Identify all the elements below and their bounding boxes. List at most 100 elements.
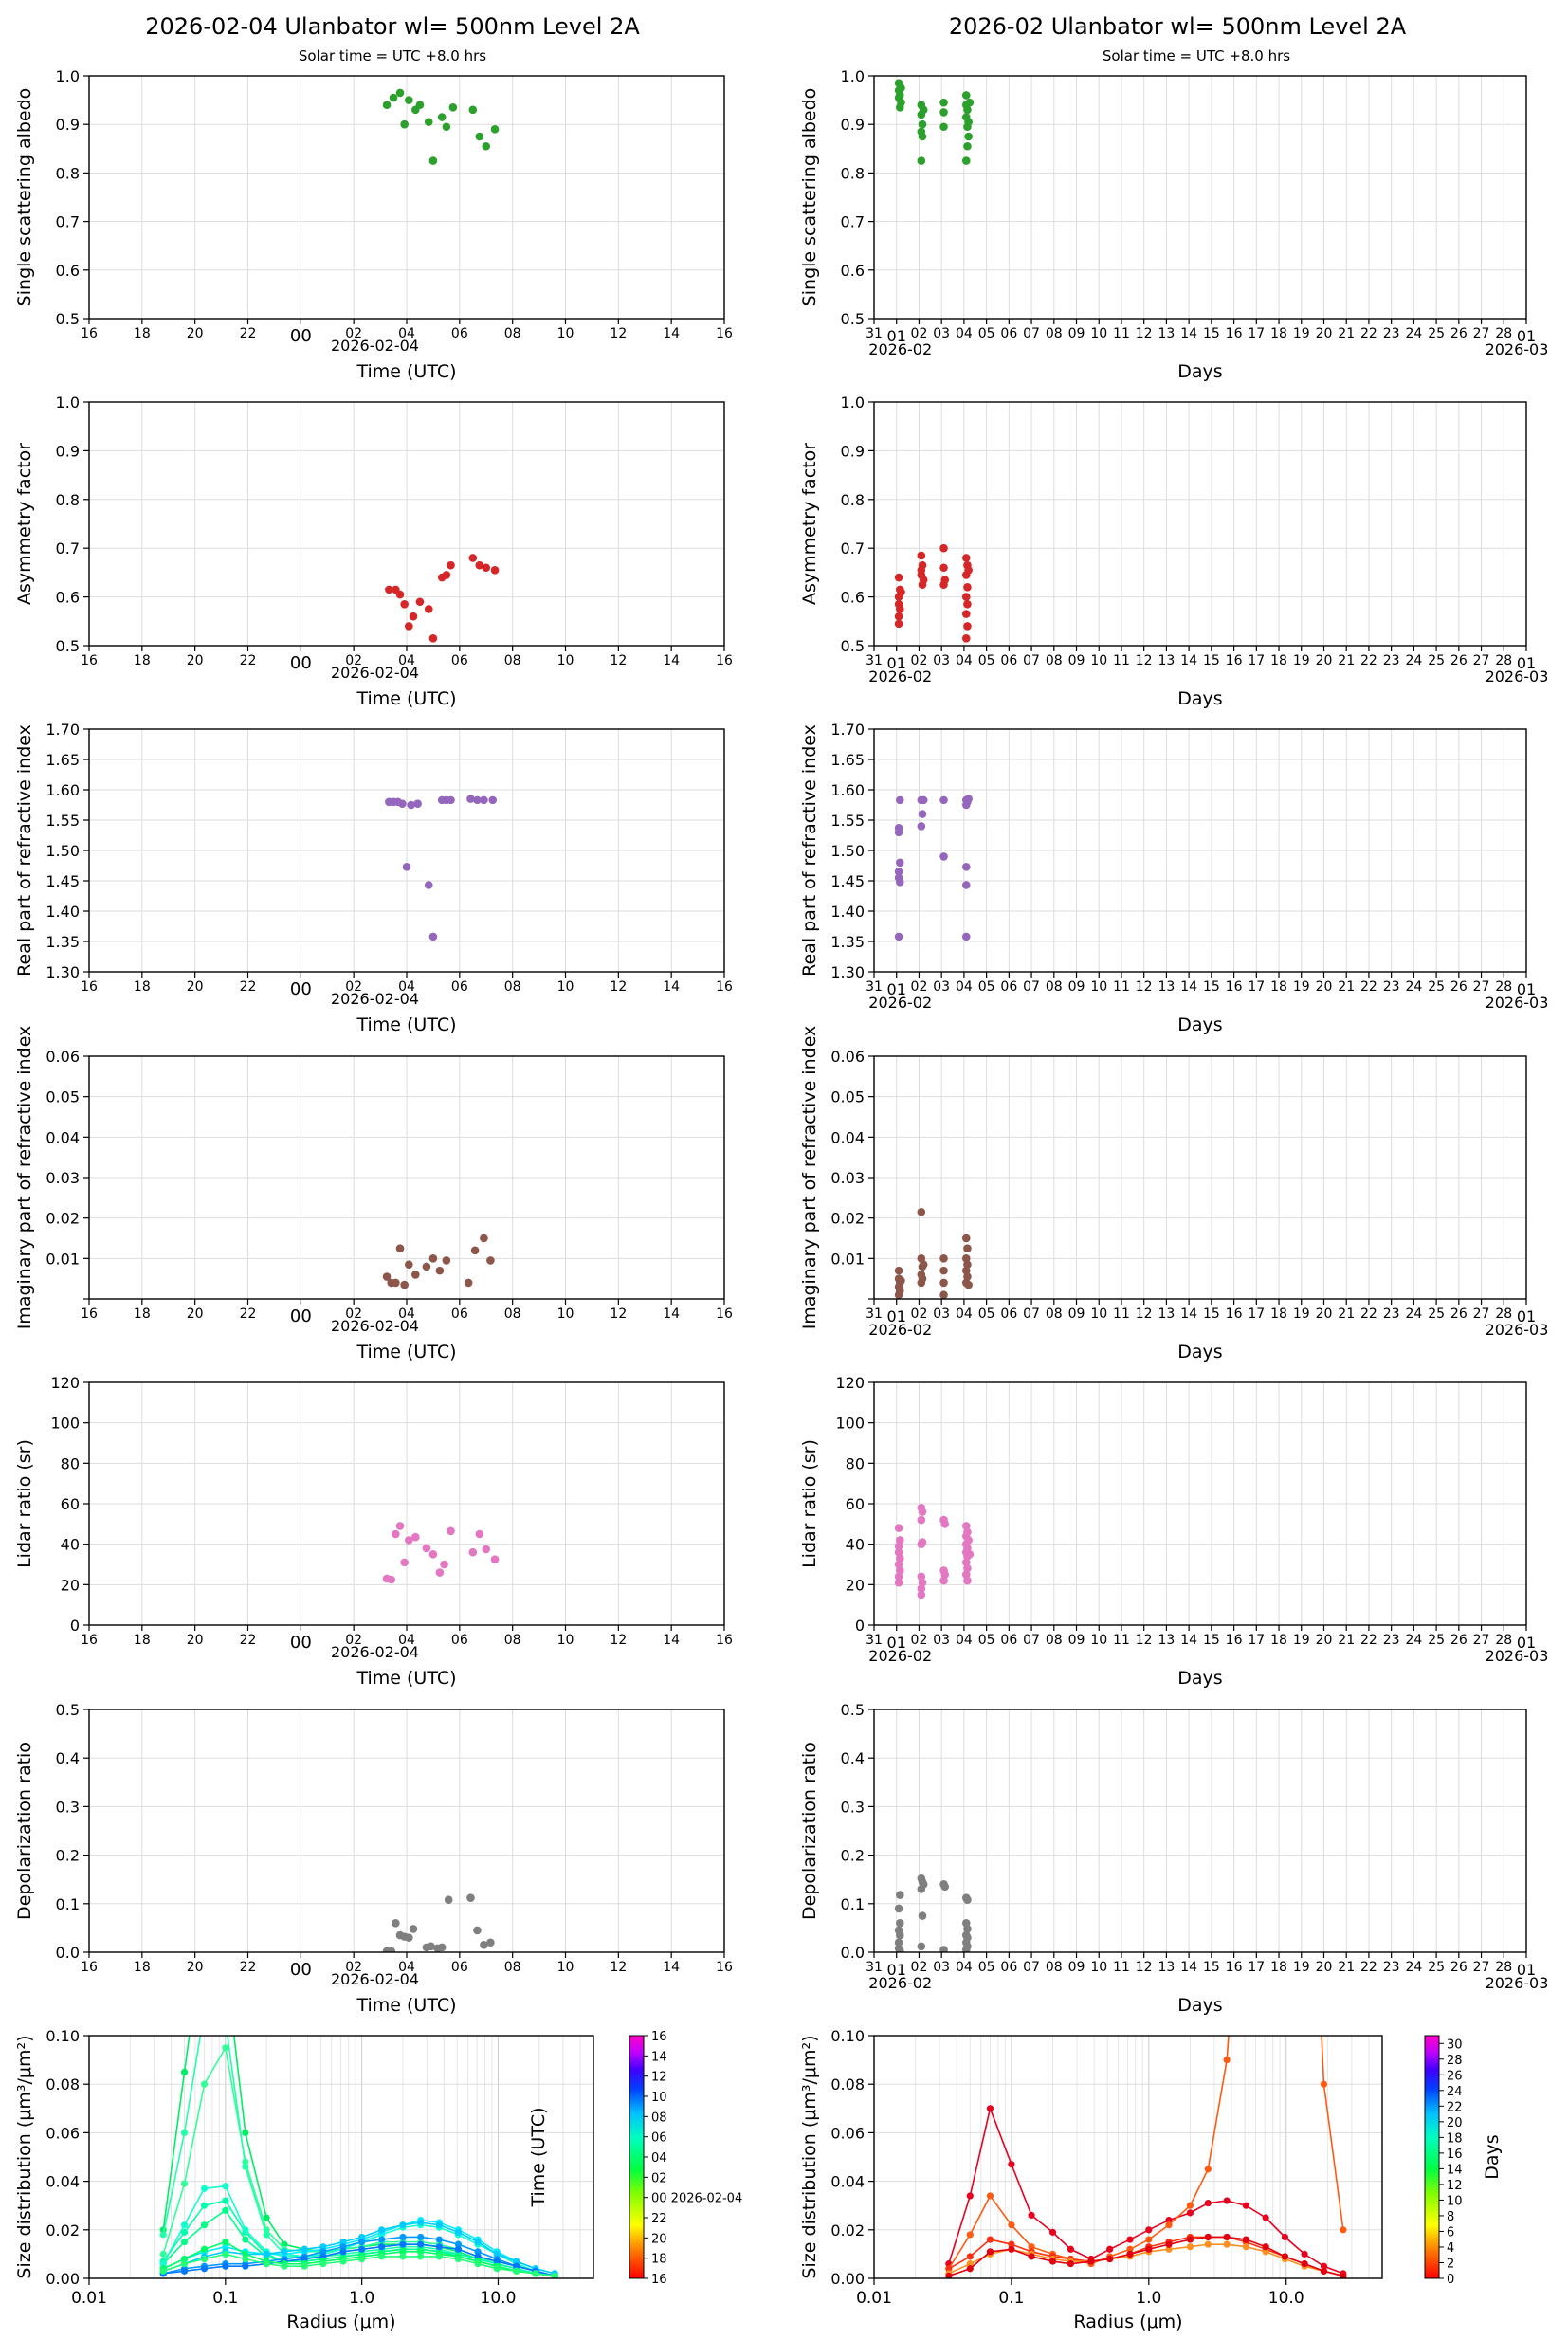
series-point [1340,2226,1347,2234]
data-point [405,96,413,104]
data-point [385,585,393,594]
data-point [963,1925,972,1933]
series-point [1028,2253,1035,2260]
data-point [405,1536,413,1545]
series-point [1106,2255,1114,2263]
x-axis-label: Days [1177,1015,1222,1035]
series-point [180,2180,189,2187]
series-point [159,2267,167,2275]
y-tick-label: 40 [61,1536,80,1554]
x-date-right: 2026-03 [1486,340,1549,358]
y-tick-label: 0.04 [46,2173,80,2191]
data-point [917,1590,926,1600]
data-point [961,633,971,643]
series-point [263,2260,270,2268]
x-tick-label: 22 [240,1307,257,1322]
data-point [918,119,927,129]
x-tick-label: 12 [610,1960,627,1975]
data-point [482,141,491,151]
data-point [428,1254,438,1263]
data-point [964,1280,973,1289]
x-tick-label: 20 [187,653,204,668]
data-point [963,1244,972,1252]
x-tick-label: 13 [1158,326,1175,341]
y-axis-label: Asymmetry factor [799,443,820,605]
series-line [948,2036,1344,2270]
x-tick-label: 08 [504,653,521,668]
series-point [1067,2245,1075,2253]
y-axis-label: Imaginary part of refractive index [799,1026,820,1330]
plot-frame [88,401,725,647]
panel-asym_month: 0.5 0.6 0.7 0.8 0.9 1.0 31 01 02 03 04 05 06 07 08 09 10… [799,393,1548,709]
series-point [242,2236,249,2243]
colorbar-sd_day: 16 14 12 10 08 06 04 02 00 2026-02-04 22 20 18 16 Tim… [528,2030,742,2287]
y-tick-label: 1.60 [830,781,865,799]
y-tick-label: 1.50 [830,842,865,860]
data-point [897,1276,905,1286]
x-date-label: 2026-02-04 [331,1643,419,1661]
x-date-label: 2026-02-04 [331,1317,419,1335]
x-tick-label: 19 [1293,1633,1310,1648]
x-tick-label: 08 [1046,326,1063,341]
x-tick-label: 14 [663,326,680,341]
series-point [319,2243,327,2251]
series-point [281,2240,288,2248]
series-point [200,2202,209,2209]
y-tick-label: 0.06 [830,1048,865,1066]
data-point [895,858,904,868]
x-tick-label: 16 [1226,1307,1243,1322]
x-tick-label: 21 [1338,979,1355,995]
x-tick-label: 14 [663,1960,680,1975]
data-point [894,1524,903,1532]
series-point [966,2253,974,2260]
y-tick-label: 0.3 [56,1798,80,1816]
x-tick-label: 16 [1226,326,1243,341]
series-point [1067,2260,1075,2268]
data-point [961,91,971,100]
x-tick-label: 22 [1360,1633,1377,1648]
x-tick-label: 25 [1428,1633,1445,1648]
y-tick-label: 0.02 [46,2221,80,2239]
data-point [939,563,948,573]
series-point [1008,2161,1015,2168]
y-tick-label: 20 [61,1576,80,1594]
series-point [1008,2240,1015,2248]
x-tick-label: 07 [1023,1307,1040,1322]
data-point [424,118,433,126]
data-point [894,1938,903,1947]
x-tick-label: 08 [1046,653,1063,668]
data-layer [894,79,975,165]
x-tick-label: 09 [1068,979,1085,995]
y-tick-label: 100 [835,1415,865,1433]
x-tick-label: 25 [1428,653,1445,668]
x-tick-label: 07 [1023,1633,1040,1648]
x-tick-label: 08 [504,326,521,341]
x-tick-label: 22 [240,979,257,995]
data-point [917,1278,926,1288]
x-tick-label: 20 [187,979,204,995]
y-tick-label: 0.06 [830,2124,865,2142]
series-point [222,2197,229,2204]
colorbar-tick-label: 18 [651,2253,667,2267]
x-tick-label: 16 [716,1307,733,1322]
x-tick-label: 0.01 [71,2289,107,2308]
x-tick-label: 04 [956,979,973,995]
x-tick-label: 22 [240,1633,257,1648]
x-tick-label: 00 [290,1960,312,1980]
x-tick-label: 16 [81,1960,98,1975]
x-tick-label: 22 [1360,1960,1377,1975]
data-point [939,1278,948,1288]
data-point [395,1522,405,1530]
x-tick-label: 14 [663,979,680,995]
x-tick-label: 11 [1113,1960,1130,1975]
data-point [415,597,425,607]
y-tick-label: 60 [846,1495,865,1513]
x-tick-label: 22 [1360,653,1377,668]
x-tick-label: 10 [557,1633,574,1648]
plot-frame [873,1055,1527,1300]
data-layer [382,88,500,165]
x-tick-label: 06 [1000,1960,1017,1975]
x-tick-label: 1.0 [349,2289,374,2308]
y-tick-label: 0.02 [830,1210,865,1228]
data-point [444,1895,453,1905]
